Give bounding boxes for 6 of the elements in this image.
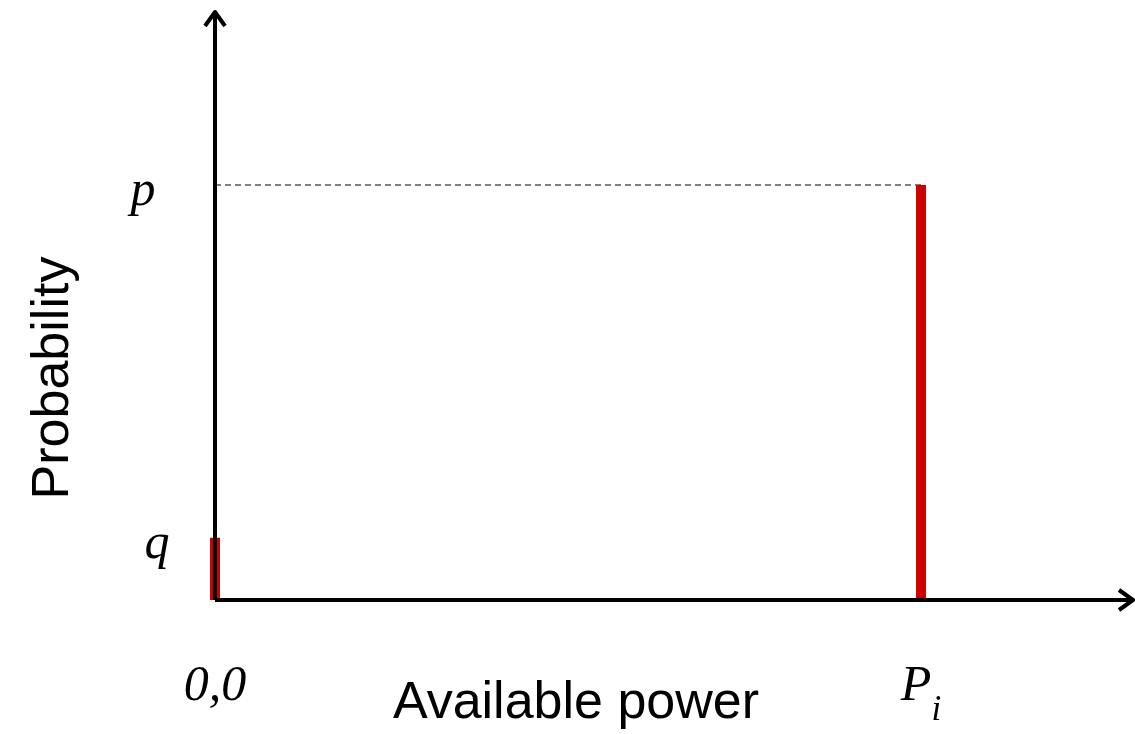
y-axis-title: Probability <box>21 256 79 500</box>
x-tick-label: P$_{i}$ <box>899 655 942 728</box>
ref-line-label: p <box>127 160 156 216</box>
annotation: q <box>144 512 170 569</box>
x-tick-label: 0,0 <box>183 655 247 711</box>
x-axis-title: Available power <box>392 671 760 729</box>
